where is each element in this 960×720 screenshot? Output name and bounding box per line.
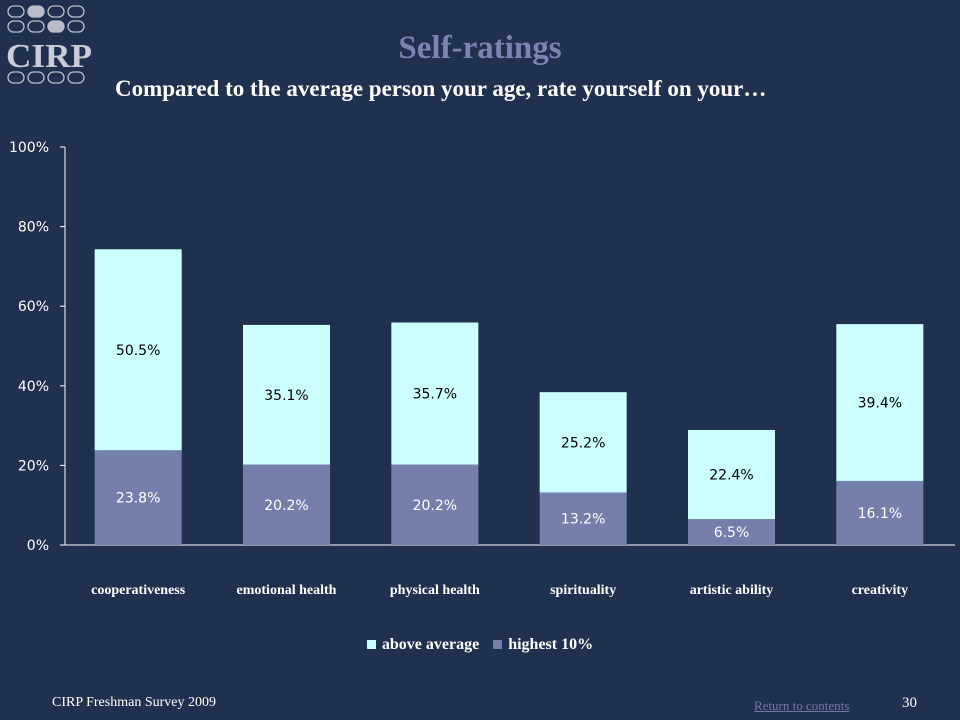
data-label-highest-10: 20.2%	[413, 498, 457, 514]
data-label-highest-10: 6.5%	[714, 525, 750, 541]
legend-swatch-above-average	[366, 639, 376, 649]
data-label-above-average: 35.7%	[413, 387, 457, 403]
logo-wordmark: CIRP	[6, 38, 92, 75]
page-title: Self-ratings	[398, 30, 562, 66]
bar-highest-10	[94, 450, 182, 545]
bar-highest-10	[836, 480, 924, 545]
bar-highest-10	[243, 464, 330, 545]
y-tick-label: 40%	[18, 379, 49, 395]
data-label-above-average: 25.2%	[561, 435, 605, 451]
chart-legend: above average highest 10%	[0, 636, 960, 654]
cirp-logo: CIRP	[6, 5, 92, 84]
legend-item-above-average: above average	[366, 636, 480, 654]
y-tick-label: 0%	[27, 538, 49, 554]
legend-label-above-average: above average	[381, 636, 480, 653]
bar-above-average	[391, 322, 479, 465]
data-label-above-average: 39.4%	[858, 396, 902, 412]
y-tick-label: 20%	[18, 458, 49, 474]
category-label: creativity	[851, 583, 909, 598]
data-label-above-average: 50.5%	[116, 343, 160, 359]
bar-above-average	[836, 324, 924, 481]
bar-highest-10	[688, 519, 775, 545]
y-tick-label: 80%	[18, 220, 49, 236]
y-tick-label: 100%	[9, 140, 49, 156]
legend-item-highest-10: highest 10%	[493, 636, 593, 654]
legend-label-highest-10: highest 10%	[508, 636, 594, 653]
bar-above-average	[243, 324, 330, 465]
bar-highest-10	[391, 464, 479, 545]
data-label-highest-10: 13.2%	[561, 512, 605, 528]
data-label-above-average: 22.4%	[709, 468, 753, 484]
bar-highest-10	[539, 492, 627, 545]
category-label: physical health	[389, 583, 480, 598]
return-to-contents-link[interactable]: Return to contents	[754, 698, 850, 713]
bar-above-average	[539, 392, 627, 493]
category-label: artistic ability	[689, 583, 774, 598]
footer-source: CIRP Freshman Survey 2009	[52, 695, 216, 710]
data-label-highest-10: 20.2%	[264, 498, 308, 514]
page-number: 30	[902, 695, 917, 711]
legend-swatch-highest-10	[493, 639, 503, 649]
bar-above-average	[94, 249, 182, 451]
data-label-highest-10: 23.8%	[116, 491, 160, 507]
data-label-highest-10: 16.1%	[858, 506, 902, 522]
data-label-above-average: 35.1%	[264, 388, 308, 404]
y-tick-label: 60%	[18, 299, 49, 315]
stacked-bar-chart: 0% 20% 40% 60% 80% 100% 23.8% 50.5% 20.2% 35.1% 20…	[9, 140, 955, 554]
category-label: cooperativeness	[91, 583, 186, 598]
category-label: emotional health	[236, 583, 337, 598]
page-subtitle: Compared to the average person your age,…	[115, 76, 767, 101]
bar-above-average	[688, 429, 775, 520]
category-label: spirituality	[550, 583, 617, 598]
